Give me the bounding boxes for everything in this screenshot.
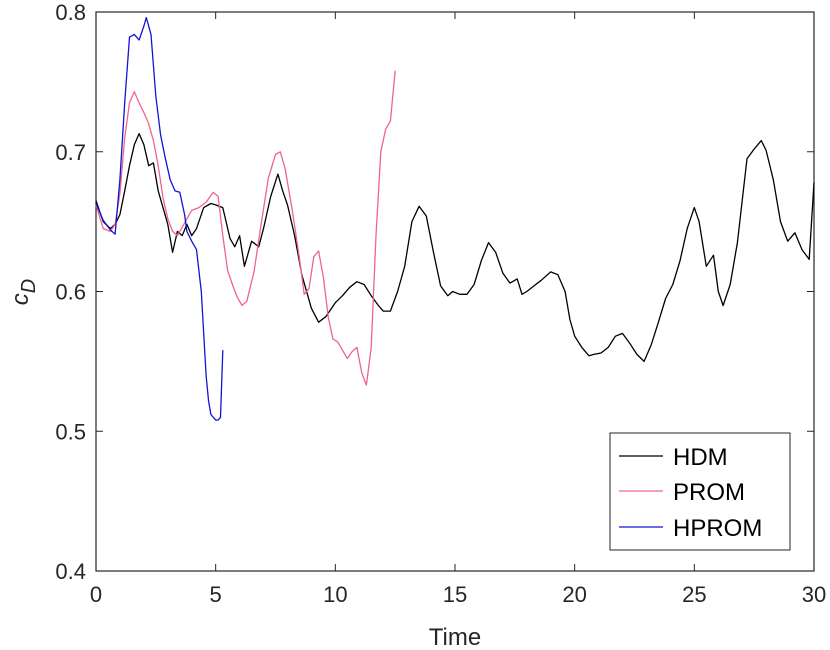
legend-label-prom: PROM [673, 479, 745, 506]
y-tick-label: 0.4 [55, 559, 86, 584]
y-tick-label: 0.6 [55, 280, 86, 305]
x-axis-label: Time [429, 624, 481, 650]
legend-label-hdm: HDM [673, 444, 728, 471]
y-tick-label: 0.8 [55, 0, 86, 25]
series-line-prom [95, 70, 396, 386]
y-tick-label: 0.5 [55, 419, 86, 444]
x-tick-label: 30 [802, 582, 826, 607]
legend-item-hprom: HPROM [619, 515, 762, 542]
series-line-hdm [95, 132, 815, 363]
x-tick-label: 5 [210, 582, 222, 607]
y-axis-label: cD [7, 279, 40, 305]
legend-label-hprom: HPROM [673, 515, 762, 542]
x-tick-label: 10 [323, 582, 347, 607]
x-tick-label: 0 [90, 582, 102, 607]
x-tick-label: 25 [682, 582, 706, 607]
legend-item-hdm: HDM [619, 444, 728, 471]
legend-item-prom: PROM [619, 479, 745, 506]
series-lines [95, 16, 815, 421]
x-axis: 0 5 10 15 20 25 30 [90, 12, 826, 607]
y-axis-label-subscript: D [18, 279, 40, 293]
legend: HDM PROM HPROM [609, 432, 791, 551]
series-line-hprom [95, 16, 224, 421]
y-axis: 0.4 0.5 0.6 0.7 0.8 [55, 0, 814, 584]
y-axis-label-main: c [7, 293, 34, 305]
y-tick-label: 0.7 [55, 140, 86, 165]
x-tick-label: 15 [443, 582, 467, 607]
x-tick-label: 20 [562, 582, 586, 607]
